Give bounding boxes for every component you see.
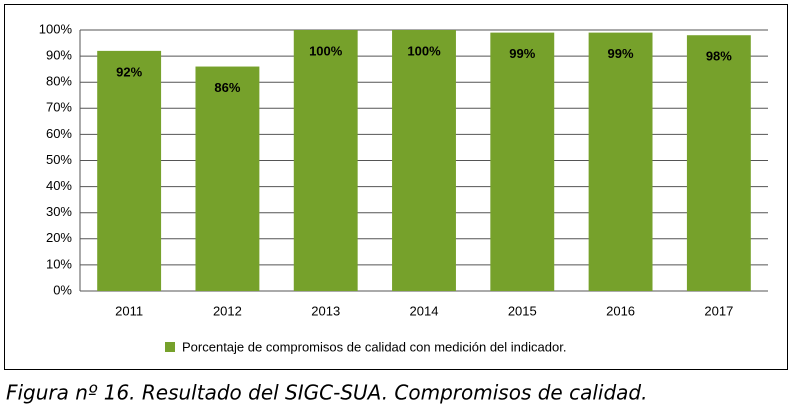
x-tick-label: 2011 [115,303,143,318]
data-label: 100% [309,43,343,58]
y-tick-label: 60% [46,126,72,141]
y-tick-label: 30% [46,204,72,219]
bar [97,50,162,291]
x-tick-label: 2012 [213,303,242,318]
y-tick-label: 70% [46,100,72,115]
bar [588,32,653,292]
bar [392,30,456,291]
y-tick-label: 50% [46,152,72,167]
y-tick-label: 80% [46,74,72,89]
x-tick-label: 2014 [410,303,439,318]
data-label: 99% [509,46,535,61]
y-tick-label: 40% [46,178,72,193]
bar [490,32,555,292]
x-tick-label: 2013 [311,303,340,318]
y-tick-label: 0% [53,282,72,297]
bar [195,66,260,291]
bar [293,30,358,291]
data-label: 99% [608,46,634,61]
caption: Figura nº 16. Resultado del SIGC-SUA. Co… [6,381,647,405]
data-label: 98% [706,49,732,64]
data-label: 86% [214,80,240,95]
x-tick-label: 2016 [606,303,635,318]
legend-swatch [165,342,175,352]
x-tick-label: 2017 [704,303,733,318]
legend-label: Porcentaje de compromisos de calidad con… [182,339,566,354]
y-tick-label: 90% [46,48,72,63]
x-tick-label: 2015 [508,303,537,318]
y-tick-label: 10% [46,256,72,271]
data-label: 100% [407,43,441,58]
y-tick-label: 100% [39,21,73,36]
bar [686,35,751,291]
y-tick-label: 20% [46,230,72,245]
data-label: 92% [116,64,142,79]
